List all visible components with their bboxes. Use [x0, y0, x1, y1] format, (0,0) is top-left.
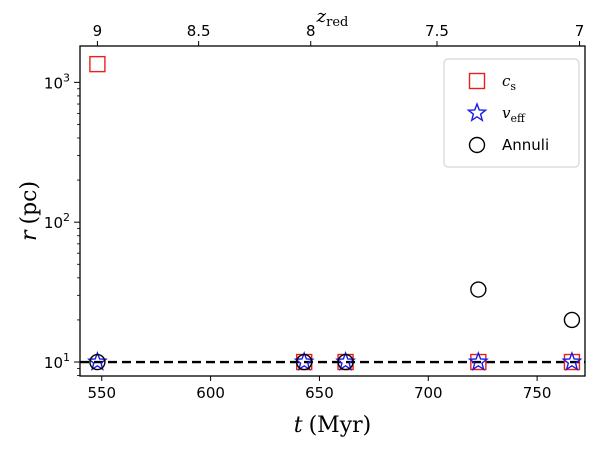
circle-data-point: [296, 353, 313, 371]
circle-data-point: [563, 311, 581, 329]
circle-data-point: [470, 281, 487, 298]
y-tick-label: 103: [44, 71, 70, 92]
legend-entry-label: Annuli: [502, 136, 549, 154]
circle-data-point: [89, 353, 106, 371]
x-tick-label: 600: [196, 384, 225, 402]
y-tick-label: 101: [44, 351, 70, 372]
plot-frame: [79, 45, 586, 377]
legend-square-marker: [468, 72, 486, 90]
top-tick-label: 7: [575, 22, 585, 40]
top-tick-label: 8: [306, 22, 316, 40]
legend-box: [443, 58, 580, 168]
x-axis-label: t (Myr): [294, 413, 371, 438]
top-tick-label: 8.5: [187, 22, 211, 40]
circle-data-point: [337, 353, 354, 371]
star-data-point: [467, 351, 489, 371]
y-tick-label: 102: [44, 211, 70, 232]
square-data-point: [89, 55, 106, 73]
legend-entry-label: cs: [502, 72, 516, 93]
legend-circle-marker: [468, 136, 486, 154]
x-tick-label: 750: [523, 384, 552, 402]
top-axis-label: zred: [316, 6, 349, 30]
top-tick-label: 9: [93, 22, 103, 40]
top-tick-label: 7.5: [425, 22, 449, 40]
legend-star-marker: [466, 102, 488, 122]
x-tick-label: 650: [305, 384, 334, 402]
star-data-point: [561, 351, 583, 371]
y-axis-label: r(pc): [17, 181, 42, 241]
legend-entry-label: veff: [502, 104, 526, 125]
x-tick-label: 550: [87, 384, 116, 402]
x-tick-label: 700: [414, 384, 443, 402]
